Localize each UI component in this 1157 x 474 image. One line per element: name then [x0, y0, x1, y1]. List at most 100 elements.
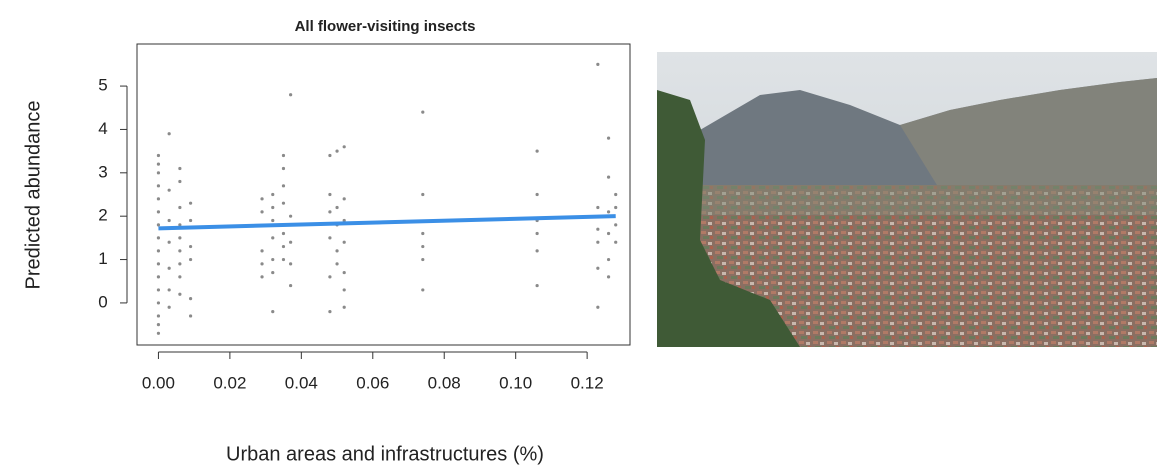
data-point — [156, 323, 161, 327]
data-point — [260, 249, 264, 253]
data-point — [156, 210, 161, 214]
data-point — [596, 227, 600, 231]
data-point — [335, 205, 339, 210]
data-point — [167, 218, 171, 223]
data-point — [596, 305, 600, 309]
data-point — [156, 331, 161, 335]
data-point — [156, 171, 161, 175]
data-point — [188, 296, 193, 301]
photo — [657, 52, 1157, 347]
x-axis-label: Urban areas and infrastructures (%) — [226, 443, 544, 465]
photo-cliffs — [900, 78, 1157, 190]
data-point — [421, 192, 425, 197]
data-point — [281, 201, 286, 205]
x-tick-label: 0.00 — [142, 373, 175, 392]
data-point — [281, 166, 286, 171]
x-tick-label: 0.02 — [213, 373, 246, 392]
data-point — [328, 310, 332, 314]
data-point — [606, 136, 611, 140]
data-point — [342, 288, 346, 292]
data-point — [167, 188, 171, 192]
data-point — [596, 240, 600, 244]
data-point — [167, 132, 171, 136]
data-point — [328, 153, 332, 158]
data-point — [328, 236, 332, 240]
data-point — [156, 314, 161, 318]
y-tick-label: 0 — [98, 292, 107, 311]
data-point — [328, 192, 332, 197]
x-tick-label: 0.08 — [428, 373, 461, 392]
x-tick-label: 0.06 — [356, 373, 389, 392]
data-point — [188, 244, 193, 249]
y-axis-label: Predicted abundance — [22, 100, 44, 289]
data-point — [178, 205, 182, 210]
data-point — [156, 197, 161, 201]
data-point — [271, 192, 275, 197]
data-point — [281, 231, 286, 236]
data-point — [342, 305, 346, 309]
data-point — [178, 166, 182, 171]
data-point — [156, 153, 161, 158]
photo-haze — [657, 185, 1157, 215]
data-point — [156, 236, 161, 240]
y-tick-label: 5 — [98, 76, 107, 95]
fit-line — [158, 214, 616, 231]
data-point — [167, 240, 171, 244]
data-point — [178, 275, 182, 279]
data-point — [281, 257, 286, 262]
data-point — [421, 244, 425, 249]
data-point — [281, 244, 286, 249]
data-point — [596, 266, 600, 270]
data-point — [342, 218, 346, 223]
data-point — [342, 270, 346, 275]
chart-title: All flower-visiting insects — [295, 18, 476, 35]
data-point — [535, 192, 539, 197]
data-point — [535, 231, 539, 236]
data-point — [289, 214, 293, 218]
data-point — [178, 179, 182, 184]
y-tick-label: 1 — [98, 249, 107, 268]
data-point — [188, 218, 193, 223]
data-point — [156, 275, 161, 279]
data-point — [606, 210, 611, 214]
y-tick-label: 3 — [98, 162, 107, 181]
data-point — [271, 205, 275, 210]
data-point — [167, 305, 171, 309]
data-point — [614, 223, 618, 227]
data-point — [342, 240, 346, 244]
data-point — [260, 210, 264, 214]
data-point — [156, 288, 161, 292]
data-point — [178, 292, 182, 296]
data-point — [156, 223, 161, 227]
data-point — [188, 314, 193, 318]
data-point — [156, 249, 161, 253]
data-point — [328, 275, 332, 279]
data-point — [271, 310, 275, 314]
data-point — [614, 192, 618, 197]
data-point — [342, 145, 346, 149]
data-point — [281, 153, 286, 158]
data-point — [614, 240, 618, 244]
data-point — [614, 205, 618, 210]
data-point — [606, 275, 611, 279]
y-tick-label: 2 — [98, 206, 107, 225]
data-point — [606, 175, 611, 179]
data-point — [156, 184, 161, 188]
data-point — [178, 262, 182, 266]
data-point — [421, 288, 425, 292]
data-point — [596, 205, 600, 210]
data-point — [328, 210, 332, 214]
x-tick-label: 0.10 — [499, 373, 532, 392]
data-point — [289, 283, 293, 288]
data-point — [188, 257, 193, 262]
data-point — [167, 288, 171, 292]
data-point — [289, 93, 293, 97]
data-point — [421, 231, 425, 236]
data-point — [271, 236, 275, 240]
data-point — [156, 162, 161, 166]
data-point — [535, 249, 539, 253]
data-point — [596, 62, 600, 66]
data-point — [335, 262, 339, 266]
data-point — [335, 149, 339, 153]
